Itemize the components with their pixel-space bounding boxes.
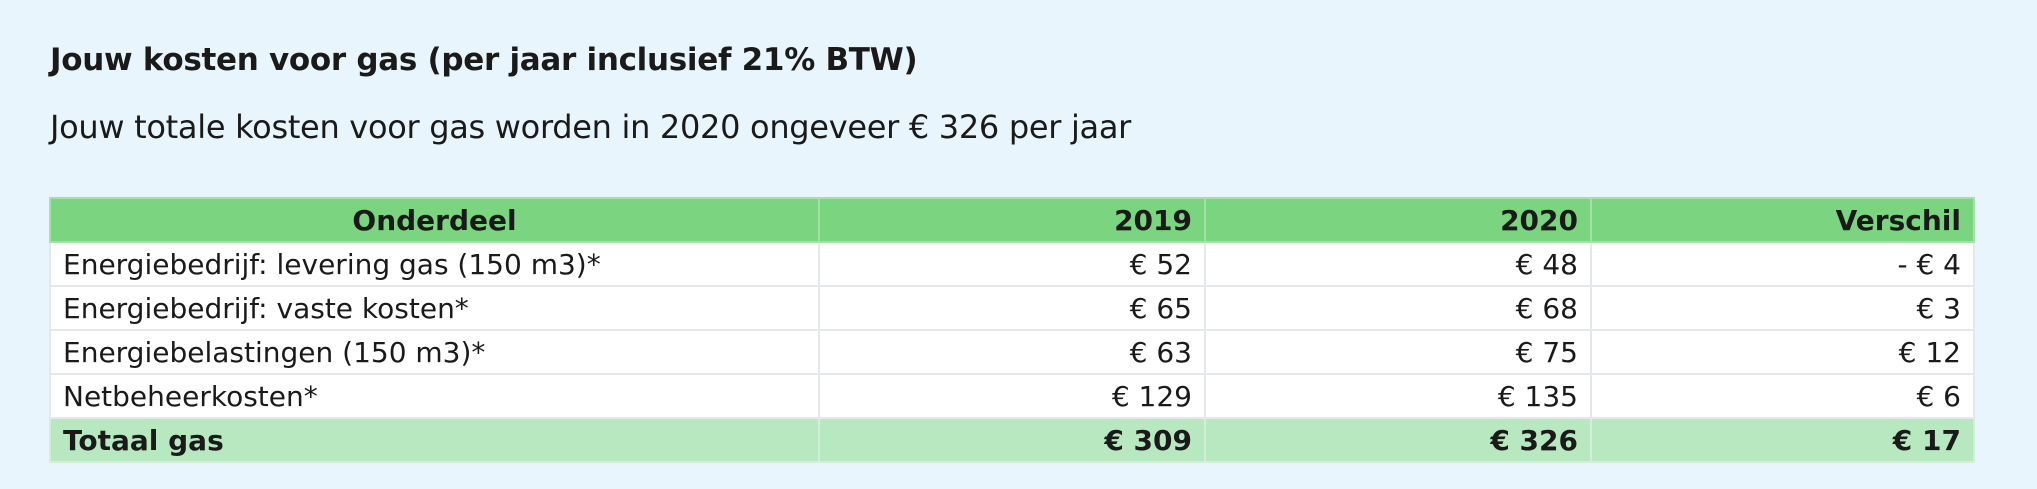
table-row: Energiebedrijf: vaste kosten* € 65 € 68 € 3 — [49, 285, 1975, 331]
table-row: Energiebedrijf: levering gas (150 m3)* € … — [49, 241, 1975, 287]
header-row: Onderdeel 2019 2020 Verschil — [49, 197, 1975, 243]
column-header: Onderdeel — [49, 197, 820, 243]
cost-table: Onderdeel 2019 2020 Verschil Energiebedrijf… — [49, 197, 1975, 463]
table-cell: € 75 — [1204, 329, 1592, 375]
table-cell: € 6 — [1590, 373, 1975, 419]
column-header: 2020 — [1204, 197, 1592, 243]
table-cell: € 12 — [1590, 329, 1975, 375]
total-cell: € 17 — [1590, 417, 1975, 463]
table-cell: - € 4 — [1590, 241, 1975, 287]
table-row: Netbeheerkosten* € 129 € 135 € 6 — [49, 373, 1975, 419]
table-cell: € 3 — [1590, 285, 1975, 331]
total-cell: € 326 — [1204, 417, 1592, 463]
column-header: 2019 — [818, 197, 1206, 243]
table-cell: € 48 — [1204, 241, 1592, 287]
total-cell: € 309 — [818, 417, 1206, 463]
table-cell: Energiebedrijf: levering gas (150 m3)* — [49, 241, 820, 287]
table-cell: € 63 — [818, 329, 1206, 375]
column-header: Verschil — [1590, 197, 1975, 243]
total-cell: Totaal gas — [49, 417, 820, 463]
table-cell: € 135 — [1204, 373, 1592, 419]
table-cell: € 68 — [1204, 285, 1592, 331]
table-cell: Netbeheerkosten* — [49, 373, 820, 419]
table-cell: Energiebelastingen (150 m3)* — [49, 329, 820, 375]
table-cell: Energiebedrijf: vaste kosten* — [49, 285, 820, 331]
title: Jouw kosten voor gas (per jaar inclusief… — [50, 42, 918, 78]
table-row: Energiebelastingen (150 m3)* € 63 € 75 € 12 — [49, 329, 1975, 375]
subtitle: Jouw totale kosten voor gas worden in 20… — [50, 108, 1132, 146]
table-cell: € 129 — [818, 373, 1206, 419]
total-row: Totaal gas € 309 € 326 € 17 — [49, 417, 1975, 463]
table-cell: € 52 — [818, 241, 1206, 287]
table-cell: € 65 — [818, 285, 1206, 331]
